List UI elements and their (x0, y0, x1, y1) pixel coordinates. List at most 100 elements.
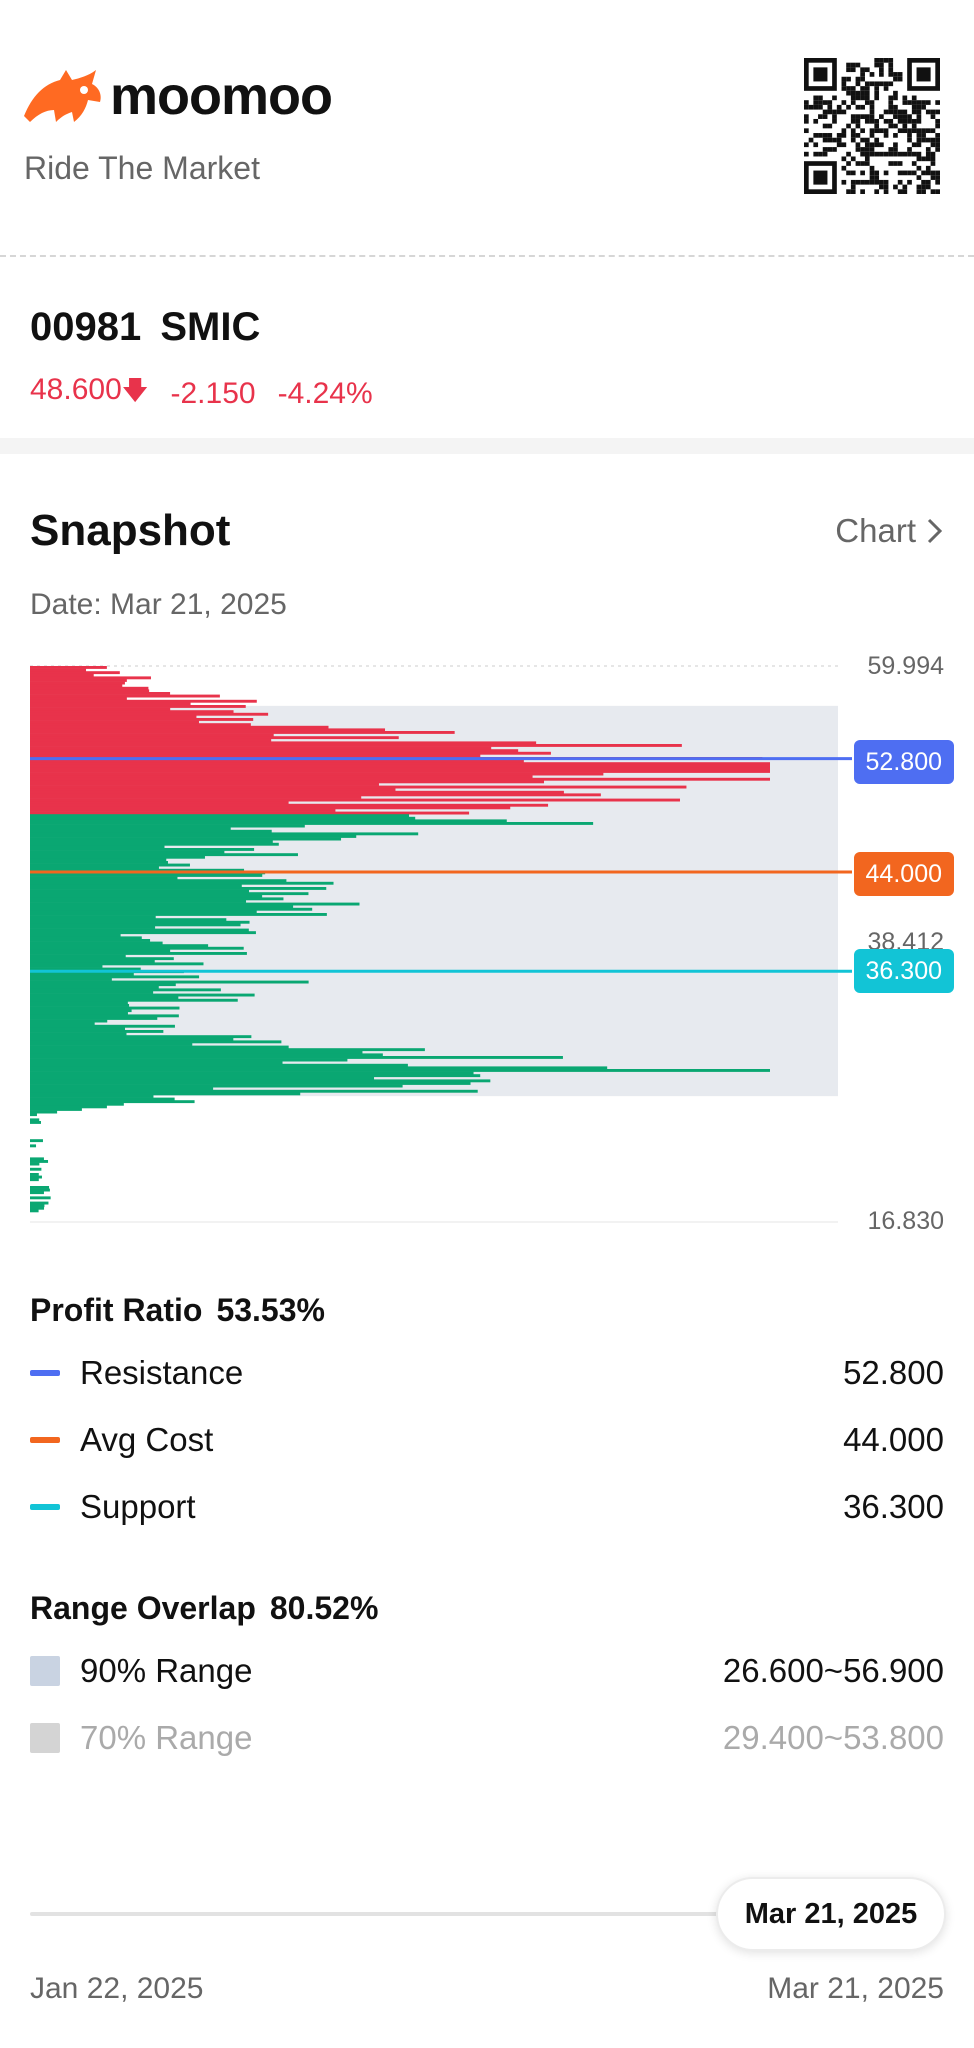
distribution-bar-167 (30, 1100, 195, 1104)
distribution-bar-128 (30, 998, 238, 1002)
distribution-bar-87 (30, 892, 309, 896)
distribution-bar-155 (30, 1069, 770, 1072)
distribution-bar-13 (30, 699, 257, 703)
distribution-bar-63 (30, 829, 272, 833)
distribution-bar-154 (30, 1066, 608, 1070)
distribution-bar-143 (30, 1037, 234, 1041)
distribution-bar-195 (30, 1173, 39, 1176)
distribution-bar-113 (30, 959, 155, 963)
distribution-bar-121 (30, 980, 309, 984)
distribution-bar-27 (30, 736, 399, 740)
distribution-bar-134 (30, 1014, 179, 1018)
timeline-start-date: Jan 22, 2025 (30, 1972, 204, 2005)
range-overlap-label: Range Overlap (30, 1590, 256, 1626)
distribution-bar-164 (30, 1092, 301, 1096)
distribution-bar-119 (30, 975, 200, 979)
distribution-bar-17 (30, 710, 234, 714)
distribution-bar-88 (30, 894, 263, 898)
distribution-bar-174 (30, 1118, 40, 1122)
distribution-bar-95 (30, 913, 327, 916)
distribution-bar-62 (30, 827, 231, 831)
distribution-bar-137 (30, 1022, 95, 1026)
distribution-bar-64 (30, 832, 419, 836)
distribution-bar-31 (30, 746, 492, 750)
distribution-bar-101 (30, 928, 249, 932)
snapshot-date: Date: Mar 21, 2025 (30, 588, 287, 621)
distribution-bar-23 (30, 725, 329, 729)
distribution-bar-57 (30, 814, 410, 818)
avg-cost-value: 44.000 (843, 1420, 944, 1458)
distribution-bar-50 (30, 796, 362, 799)
distribution-bar-116 (30, 967, 141, 971)
distribution-bar-51 (30, 798, 680, 802)
distribution-bar-156 (30, 1071, 474, 1075)
qr-code-icon (804, 58, 940, 194)
price-change-pct: -4.24% (277, 377, 373, 410)
chart-link[interactable]: Chart (835, 512, 944, 550)
distribution-bar-18 (30, 712, 269, 716)
distribution-bar-144 (30, 1040, 282, 1044)
distribution-bar-208 (30, 1206, 45, 1210)
distribution-bar-21 (30, 720, 199, 724)
distribution-bar-107 (30, 944, 209, 948)
distribution-bar-165 (30, 1095, 154, 1098)
distribution-bar-158 (30, 1076, 375, 1080)
snapshot-title: Snapshot (30, 506, 231, 555)
resistance-label: Resistance (80, 1353, 244, 1391)
distribution-bar-37 (30, 762, 770, 766)
price-change: -2.150 (170, 377, 256, 410)
range-70-row[interactable]: 70% Range 29.400~53.800 (30, 1704, 944, 1771)
distribution-bar-10 (30, 692, 171, 695)
distribution-bar-162 (30, 1087, 214, 1091)
distribution-bar-48 (30, 790, 564, 794)
distribution-bar-68 (30, 842, 279, 846)
distribution-bar-111 (30, 954, 126, 958)
distribution-bar-100 (30, 926, 156, 929)
distribution-bar-112 (30, 957, 174, 961)
distribution-bar-5 (30, 679, 127, 682)
distribution-bar-7 (30, 684, 123, 688)
distribution-bar-157 (30, 1074, 481, 1078)
last-price: 48.600 (30, 373, 122, 406)
bull-logo-icon (24, 70, 101, 122)
distribution-bar-26 (30, 733, 274, 737)
distribution-bar-160 (30, 1082, 471, 1085)
distribution-bar-24 (30, 728, 386, 732)
distribution-bar-38 (30, 764, 770, 768)
range-overlap-value: 80.52% (269, 1590, 379, 1626)
distribution-bar-209 (30, 1209, 39, 1213)
tagline: Ride The Market (24, 150, 260, 186)
distribution-bar-148 (30, 1050, 363, 1054)
distribution-bar-12 (30, 697, 127, 701)
stock-title: 00981 SMIC (30, 305, 373, 350)
distribution-bar-42 (30, 775, 533, 779)
distribution-bar-120 (30, 978, 112, 981)
distribution-bar-33 (30, 751, 551, 755)
distribution-bar-92 (30, 905, 294, 909)
distribution-bar-76 (30, 863, 190, 867)
distribution-bar-123 (30, 985, 159, 989)
date-slider-handle[interactable]: Mar 21, 2025 (716, 1877, 946, 1951)
distribution-bar-16 (30, 707, 171, 711)
distribution-bar-146 (30, 1045, 289, 1049)
header: moomoo Ride The Market (0, 0, 974, 257)
distribution-bar-191 (30, 1162, 40, 1166)
stock-quote: 00981 SMIC 48.600🡇 -2.150 -4.24% (30, 305, 373, 416)
chevron-right-icon (927, 518, 943, 544)
range-90-row[interactable]: 90% Range 26.600~56.900 (30, 1637, 944, 1704)
distribution-bar-2 (30, 671, 120, 675)
support-price-tag: 36.300 (853, 949, 954, 993)
distribution-bar-204 (30, 1196, 51, 1200)
date-slider-track[interactable] (30, 1912, 944, 1916)
distribution-bar-151 (30, 1058, 348, 1062)
distribution-bar-132 (30, 1009, 132, 1013)
distribution-bar-150 (30, 1056, 563, 1059)
logo: moomoo (22, 66, 333, 126)
chip-distribution-chart: 59.994 38.412 16.830 52.800 44.000 36.30… (0, 650, 974, 1235)
distribution-bar-22 (30, 723, 251, 727)
distribution-bar-168 (30, 1102, 124, 1106)
distribution-bar-166 (30, 1097, 175, 1101)
distribution-bar-200 (30, 1186, 50, 1189)
distribution-bar-140 (30, 1030, 164, 1033)
avg-cost-row: Avg Cost 44.000 (30, 1406, 944, 1473)
